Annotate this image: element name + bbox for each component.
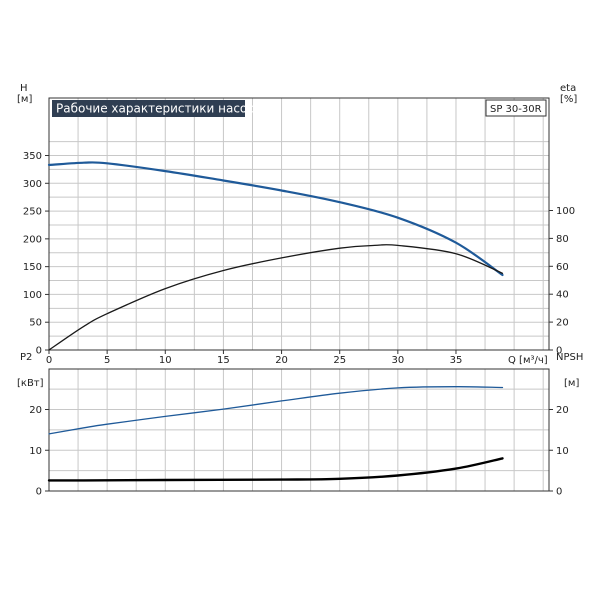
grid <box>49 98 549 350</box>
x-tick-label: 25 <box>333 355 346 366</box>
bottom-panel: 0 10 20 0 10 20 P2 [кВт] NPSH [м] <box>17 352 583 498</box>
right-axis-ticks: 0 10 20 <box>549 405 569 498</box>
plot-frame <box>48 368 550 492</box>
left-tick-label: 0 <box>36 487 42 498</box>
grid <box>49 369 549 491</box>
x-tick-label: 0 <box>46 355 52 366</box>
right-axis-title: eta <box>560 83 576 94</box>
right-tick-label: 60 <box>556 262 569 273</box>
left-tick-label: 250 <box>23 207 42 218</box>
left-axis-ticks: 0 50 100 150 200 250 300 350 <box>23 151 49 357</box>
x-tick-label: 5 <box>104 355 110 366</box>
left-tick-label: 200 <box>23 234 42 245</box>
x-tick-label: 30 <box>391 355 404 366</box>
right-tick-label: 0 <box>556 346 562 357</box>
x-axis-ticks: 0 5 10 15 20 25 30 35 <box>46 350 463 366</box>
x-axis-label: Q [м³/ч] <box>508 355 548 366</box>
right-tick-label: 40 <box>556 290 569 301</box>
x-tick-label: 35 <box>450 355 463 366</box>
x-tick-label: 20 <box>275 355 288 366</box>
bottom-series-1-line <box>47 457 504 482</box>
right-axis-unit: [%] <box>560 94 577 105</box>
left-axis-title: H <box>20 83 28 94</box>
left-axis-title: P2 <box>20 352 32 363</box>
right-tick-label: 10 <box>556 446 569 457</box>
right-tick-label: 20 <box>556 318 569 329</box>
chart-title-banner <box>52 100 245 117</box>
left-tick-label: 20 <box>29 405 42 416</box>
bottom-series-0-line <box>48 386 504 435</box>
top-series-0-line <box>47 161 504 277</box>
plot-frame <box>48 97 550 351</box>
left-tick-label: 100 <box>23 290 42 301</box>
left-tick-label: 50 <box>29 318 42 329</box>
left-axis-ticks: 0 10 20 <box>29 405 49 498</box>
x-tick-label: 15 <box>217 355 230 366</box>
left-tick-label: 150 <box>23 262 42 273</box>
left-tick-label: 300 <box>23 179 42 190</box>
left-tick-label: 0 <box>36 346 42 357</box>
x-tick-label: 10 <box>159 355 172 366</box>
right-axis-title: NPSH <box>556 352 583 363</box>
model-label-box <box>485 99 547 117</box>
left-tick-label: 350 <box>23 151 42 162</box>
chart-title: Рабочие характеристики насоса <box>56 102 261 116</box>
top-series-1-line <box>48 244 504 351</box>
left-axis-unit: [м] <box>17 94 32 105</box>
right-tick-label: 100 <box>556 206 575 217</box>
right-tick-label: 20 <box>556 405 569 416</box>
model-label: SP 30-30R <box>490 104 542 115</box>
right-axis-unit: [м] <box>564 378 579 389</box>
left-axis-unit: [кВт] <box>17 378 44 389</box>
left-tick-label: 10 <box>29 446 42 457</box>
right-axis-ticks: 0 20 40 60 80 100 <box>549 206 575 357</box>
right-tick-label: 80 <box>556 234 569 245</box>
right-tick-label: 0 <box>556 487 562 498</box>
top-panel: 0 50 100 150 200 250 300 350 0 20 40 60 80 100 0 5 10 15 2… <box>17 83 577 366</box>
